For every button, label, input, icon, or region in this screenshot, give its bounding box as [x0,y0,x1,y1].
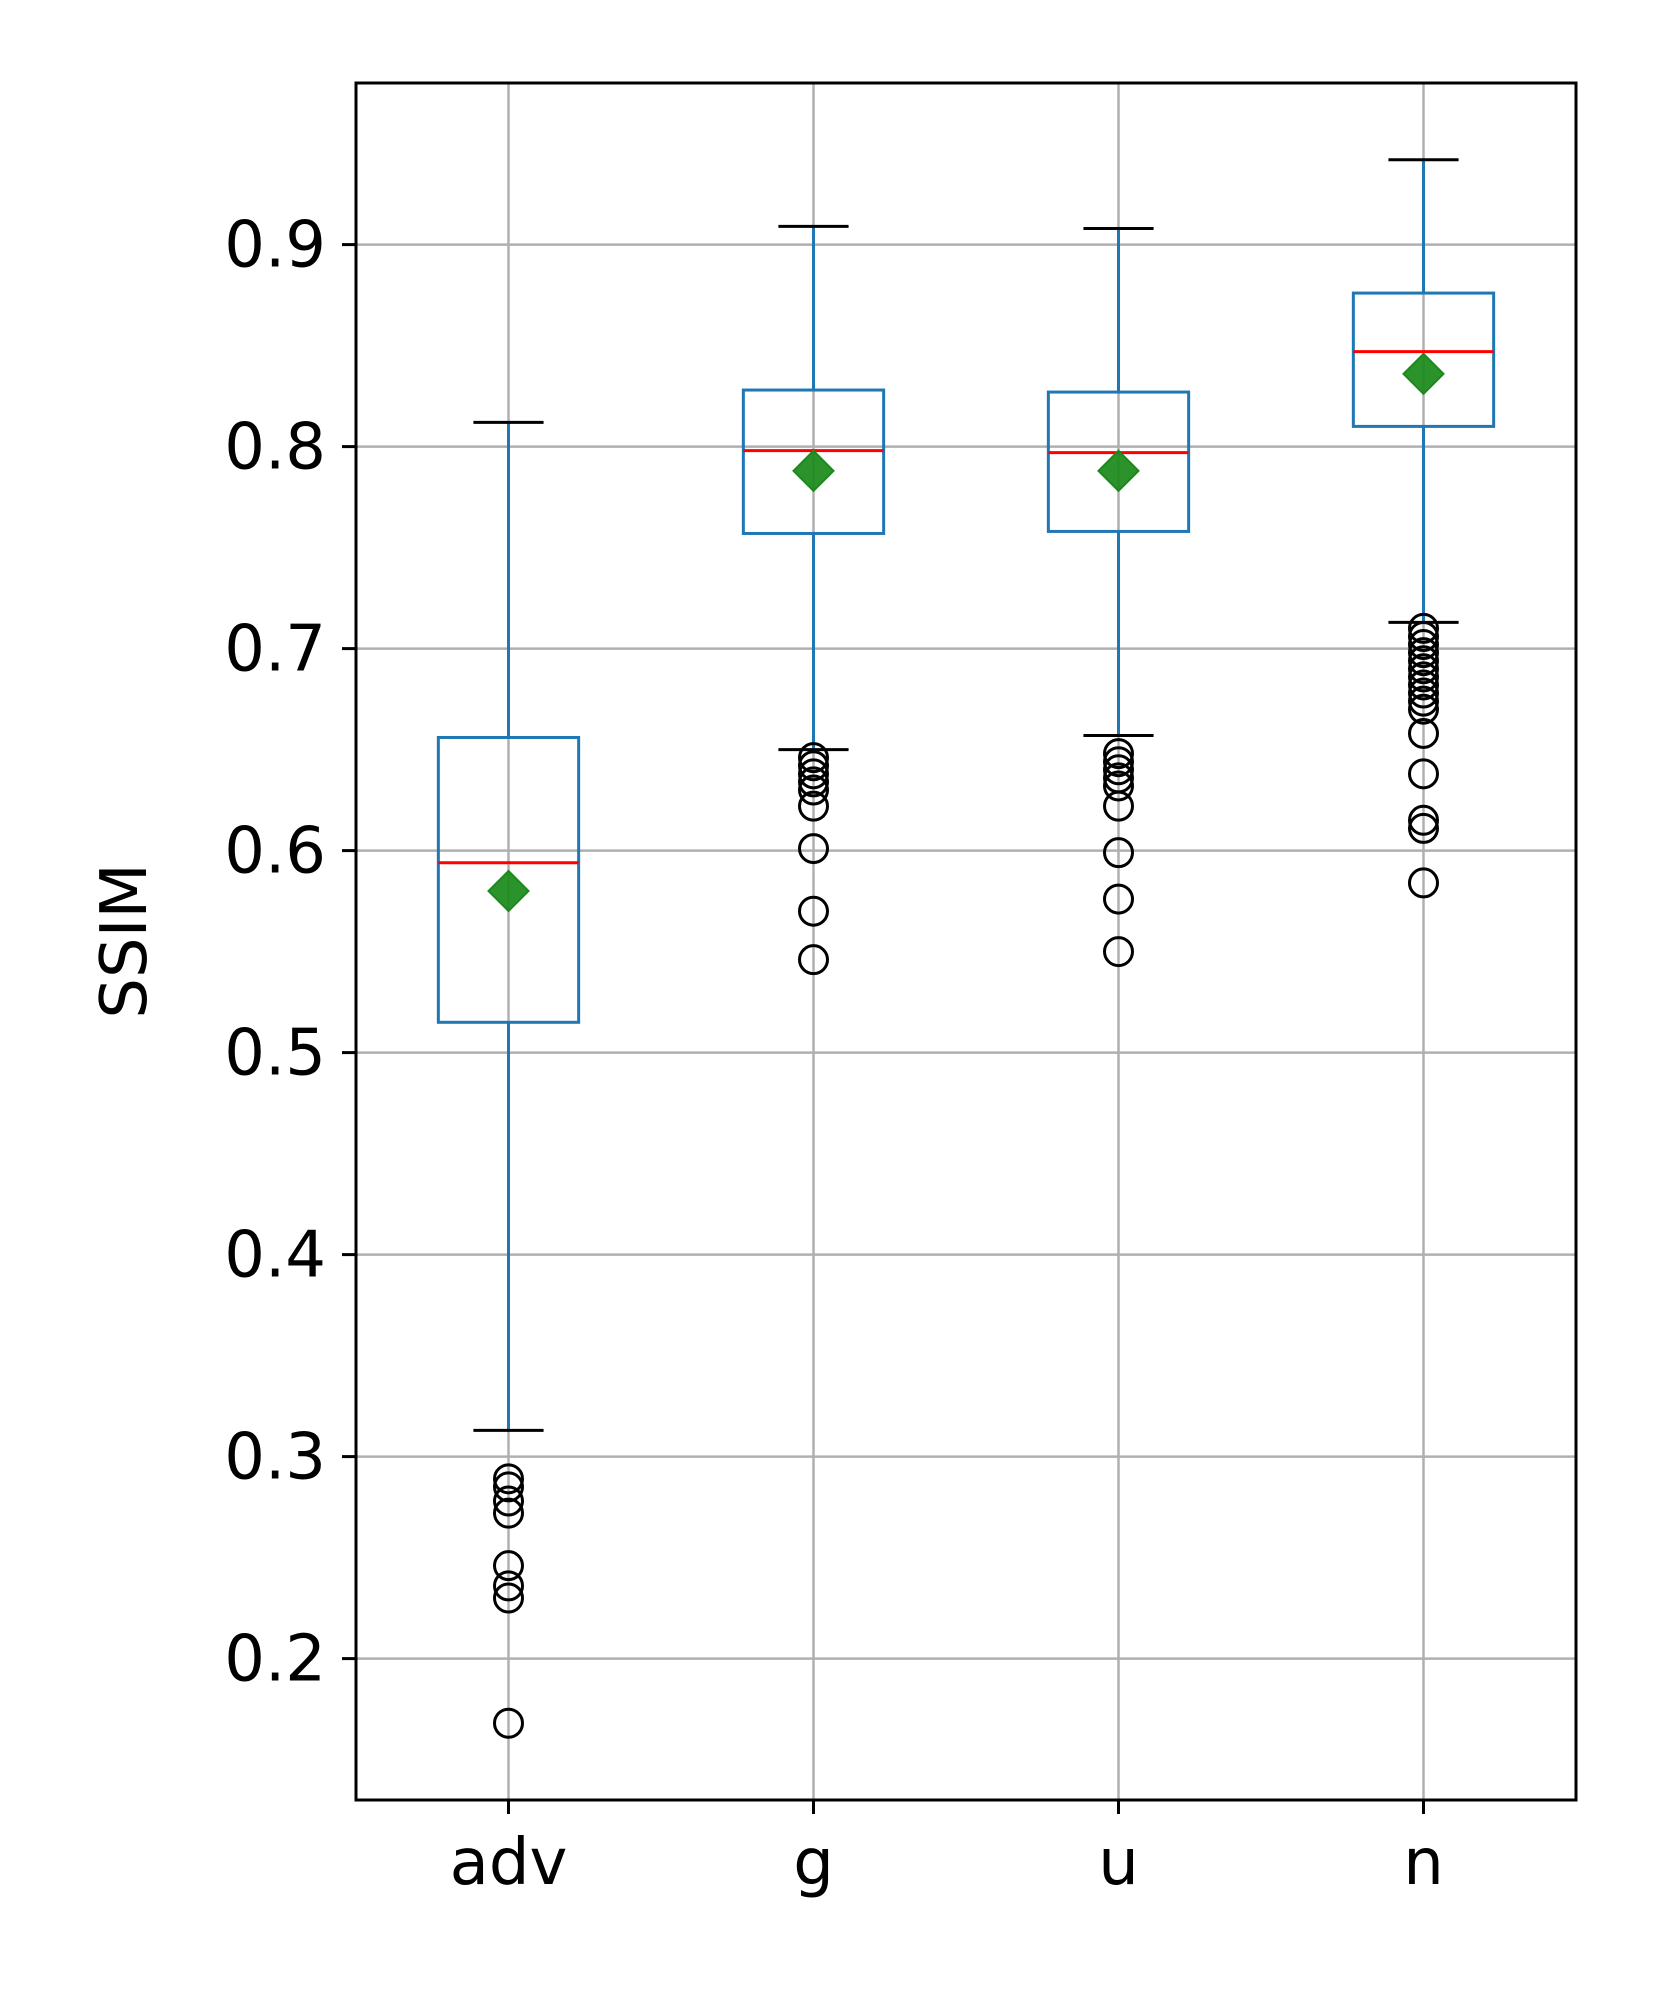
y-tick-label: 0.4 [224,1219,326,1293]
outlier-point [493,1463,524,1495]
outlier-point [1103,754,1134,786]
outlier-point [1103,770,1134,802]
outlier-point [493,1485,524,1517]
outlier-point [1408,717,1439,749]
outlier-point [798,750,829,782]
x-tick-label: adv [450,1826,568,1900]
y-tick-label: 0.9 [224,209,326,283]
outlier-point [798,790,829,822]
outlier-point [493,1550,524,1582]
iqr-box [1351,291,1496,428]
outlier-point [798,758,829,790]
outlier-point [493,1497,524,1529]
mean-marker [792,449,835,493]
outlier-point [1103,738,1134,770]
iqr-box [1046,390,1191,533]
plot-frame [354,81,1578,1802]
outlier-point [493,1471,524,1503]
outlier-point [798,944,829,976]
y-tick-label: 0.6 [224,815,326,889]
grid-lines [356,83,1576,1800]
outlier-point [798,774,829,806]
y-tick-label: 0.7 [224,613,326,687]
y-tick-label: 0.3 [224,1421,326,1495]
outlier-point [1408,693,1439,725]
box-group-g [741,224,886,976]
y-tick-label: 0.5 [224,1017,326,1091]
outlier-point [798,766,829,798]
box-group-n [1351,158,1496,899]
outlier-point [1408,661,1439,693]
outlier-point [1408,677,1439,709]
axis-ticks: 0.2 0.3 0.4 0.5 0.6 0.7 0.8 0.9 adv g u n [224,209,1444,1900]
outlier-point [1103,883,1134,915]
x-tick-label: g [793,1826,834,1900]
mean-marker [1402,352,1445,396]
y-tick-label: 0.2 [224,1623,326,1697]
outlier-point [1408,653,1439,685]
x-tick-label: n [1403,1826,1444,1900]
outlier-point [1408,867,1439,899]
outlier-point [1408,758,1439,790]
iqr-box [741,388,886,535]
outlier-point [1408,629,1439,661]
outlier-point [493,1582,524,1614]
outlier-point [1408,812,1439,844]
outlier-point [1103,837,1134,869]
y-tick-label: 0.8 [224,411,326,485]
box-group-u [1046,226,1191,968]
box-group-adv [436,420,581,1739]
x-tick-label: u [1098,1826,1139,1900]
outlier-point [1408,685,1439,717]
outlier-point [1103,790,1134,822]
outlier-point [798,895,829,927]
outlier-point [798,833,829,865]
outlier-point [1408,637,1439,669]
outlier-point [1408,612,1439,644]
y-axis-label: SSIM [88,863,162,1018]
outlier-point [1408,804,1439,836]
plot-data [436,158,1496,1739]
outlier-point [493,1707,524,1739]
mean-marker [487,869,530,913]
outlier-point [1408,620,1439,652]
outlier-point [1408,645,1439,677]
outlier-point [1103,746,1134,778]
iqr-box [436,735,581,1024]
outlier-point [798,742,829,774]
outlier-point [1103,936,1134,968]
outlier-point [493,1570,524,1602]
mean-marker [1097,449,1140,493]
outlier-point [1408,669,1439,701]
